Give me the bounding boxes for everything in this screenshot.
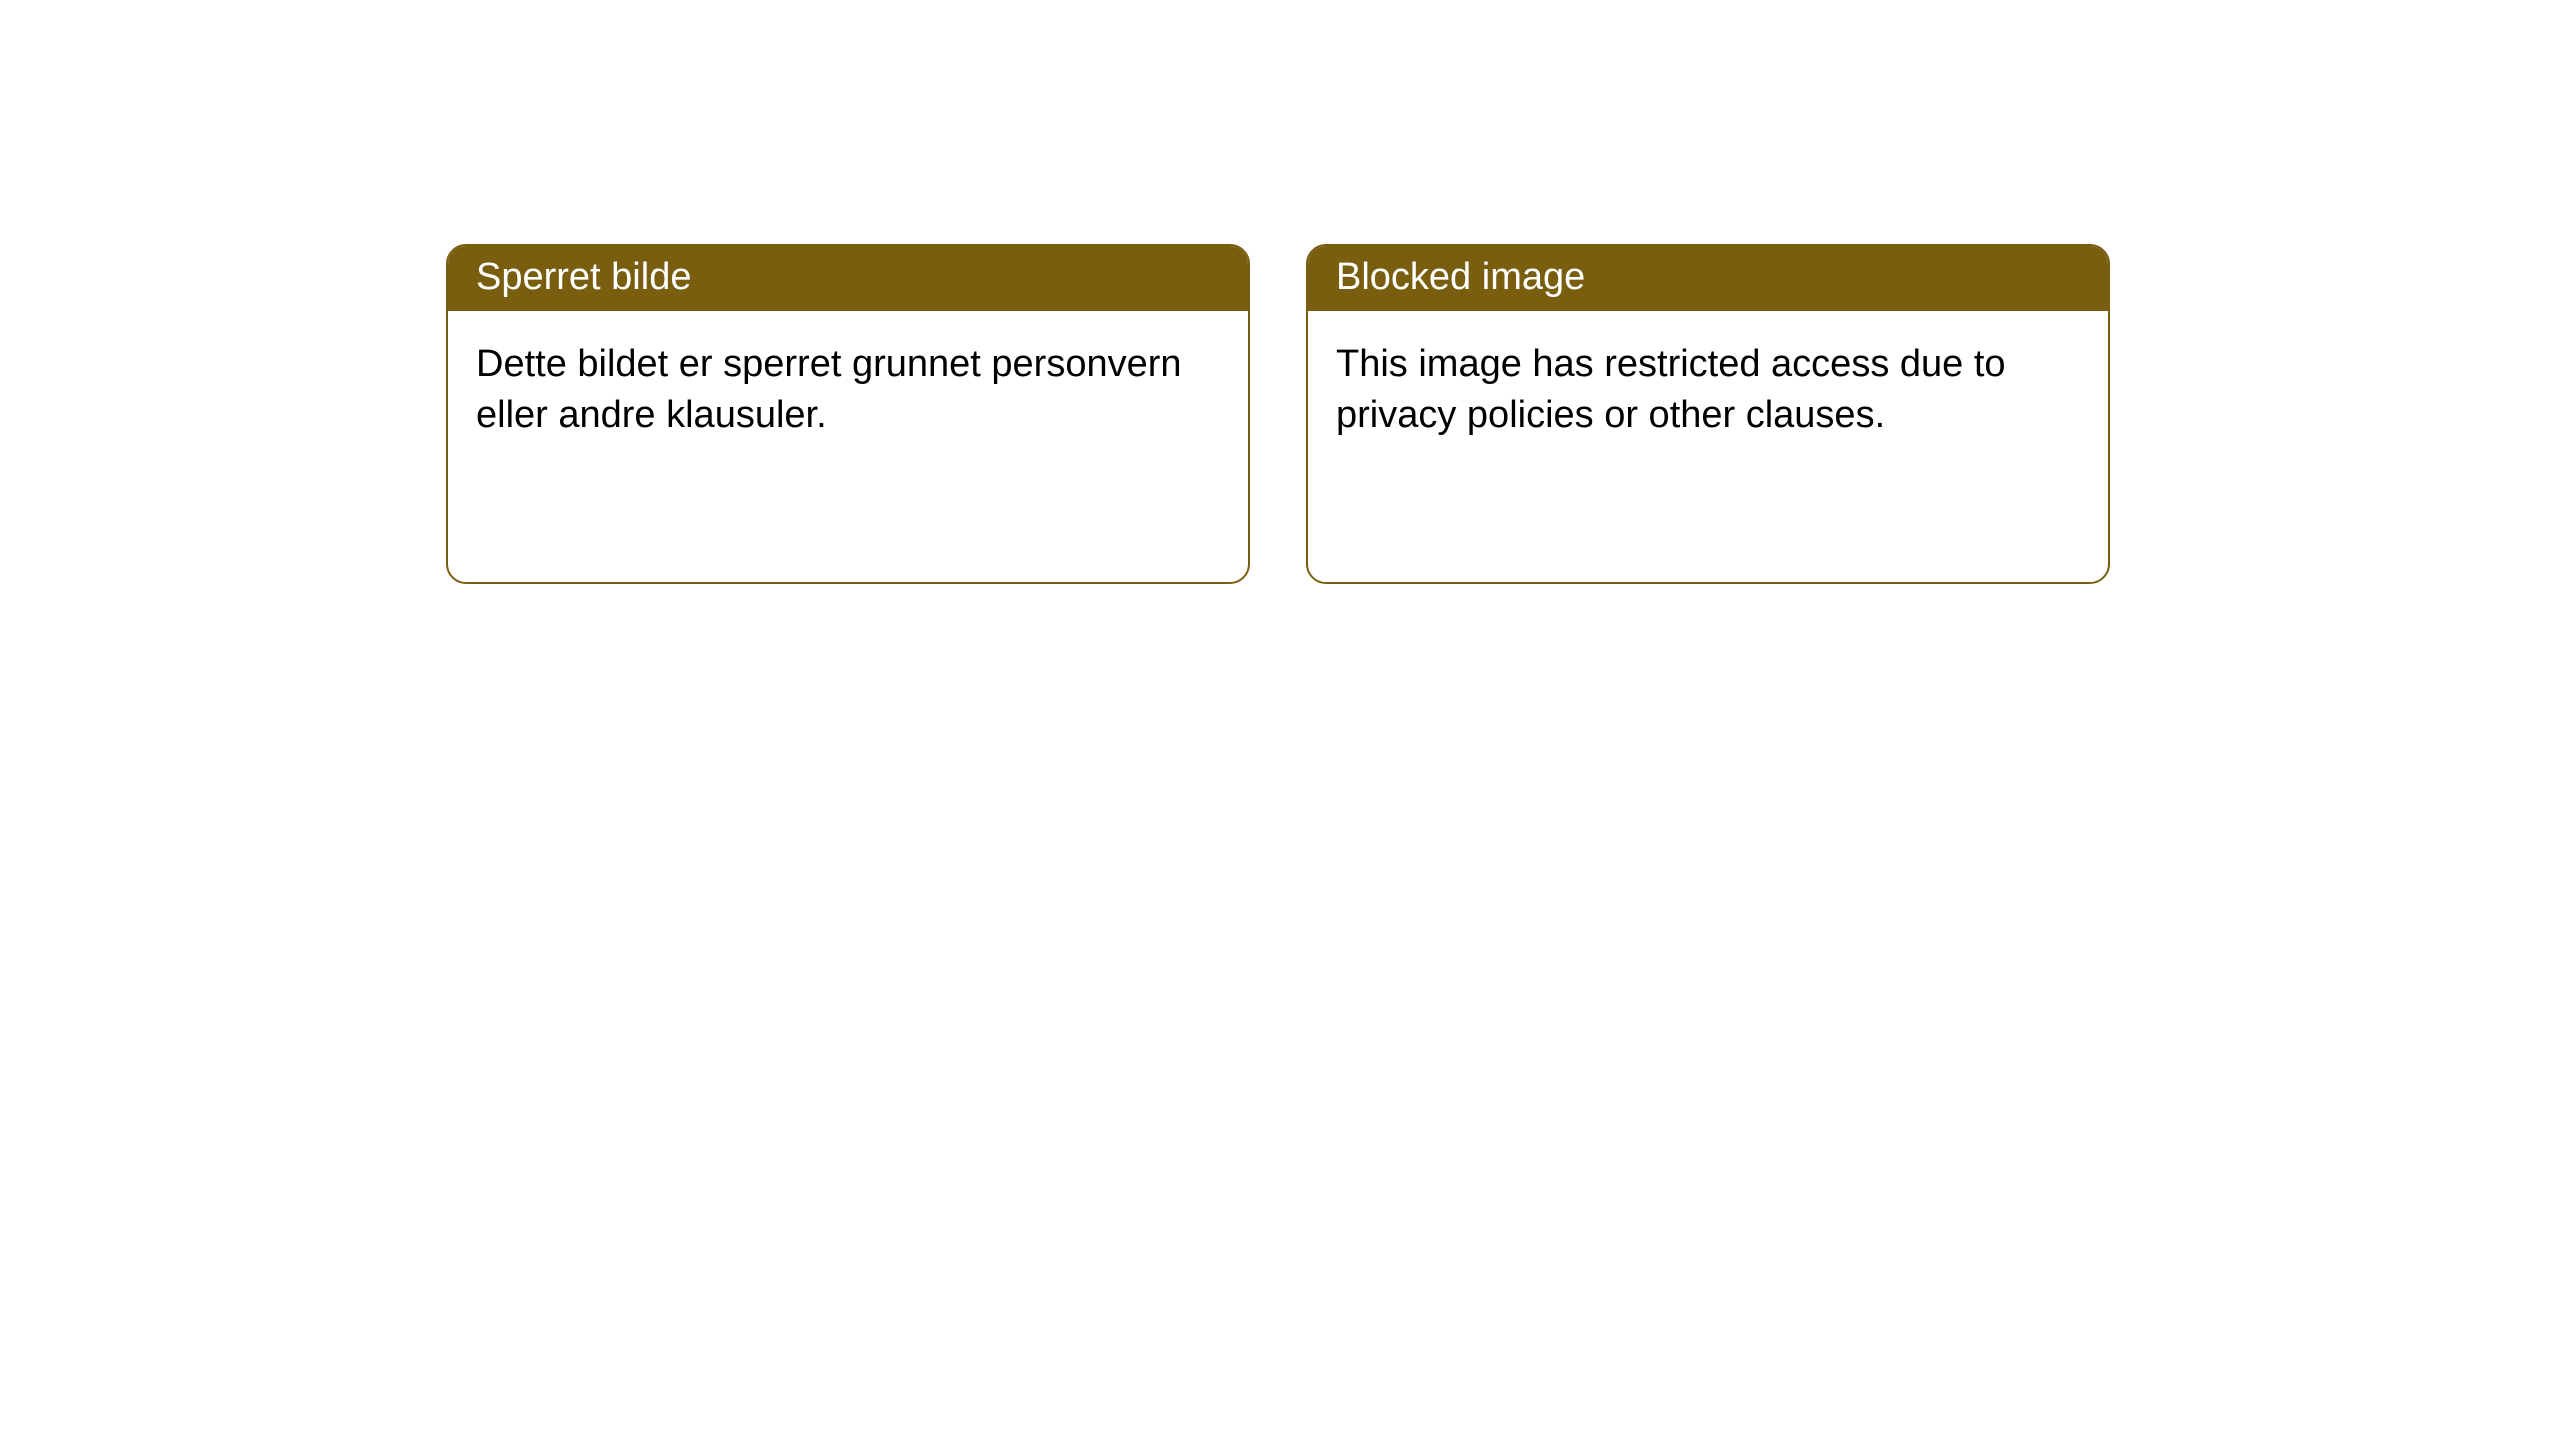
notice-card-title: Blocked image <box>1336 256 1585 298</box>
notice-card-body: This image has restricted access due to … <box>1308 311 2108 470</box>
notice-card-body-text: This image has restricted access due to … <box>1336 343 2006 436</box>
notice-card-norwegian: Sperret bilde Dette bildet er sperret gr… <box>446 244 1250 584</box>
notice-card-title: Sperret bilde <box>476 256 691 298</box>
notice-card-header: Sperret bilde <box>448 246 1248 311</box>
notice-card-body-text: Dette bildet er sperret grunnet personve… <box>476 343 1182 436</box>
notice-cards-container: Sperret bilde Dette bildet er sperret gr… <box>0 0 2560 584</box>
notice-card-english: Blocked image This image has restricted … <box>1306 244 2110 584</box>
notice-card-header: Blocked image <box>1308 246 2108 311</box>
notice-card-body: Dette bildet er sperret grunnet personve… <box>448 311 1248 470</box>
